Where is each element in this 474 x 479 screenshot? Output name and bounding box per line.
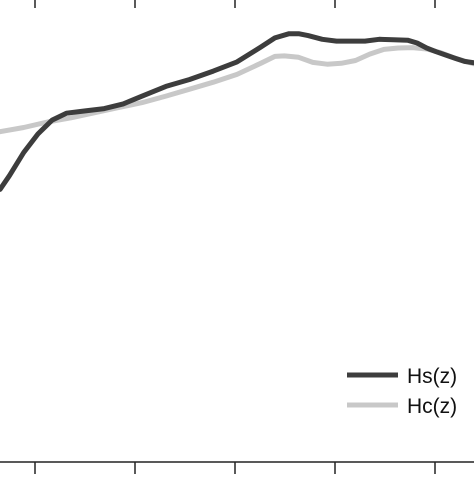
legend-label-hcz: Hc(z) — [407, 395, 457, 418]
series-line-hsz — [0, 31, 474, 192]
legend-label-hsz: Hs(z) — [407, 365, 457, 388]
series-lines — [0, 31, 474, 192]
legend: Hs(z) Hc(z) — [347, 365, 457, 418]
